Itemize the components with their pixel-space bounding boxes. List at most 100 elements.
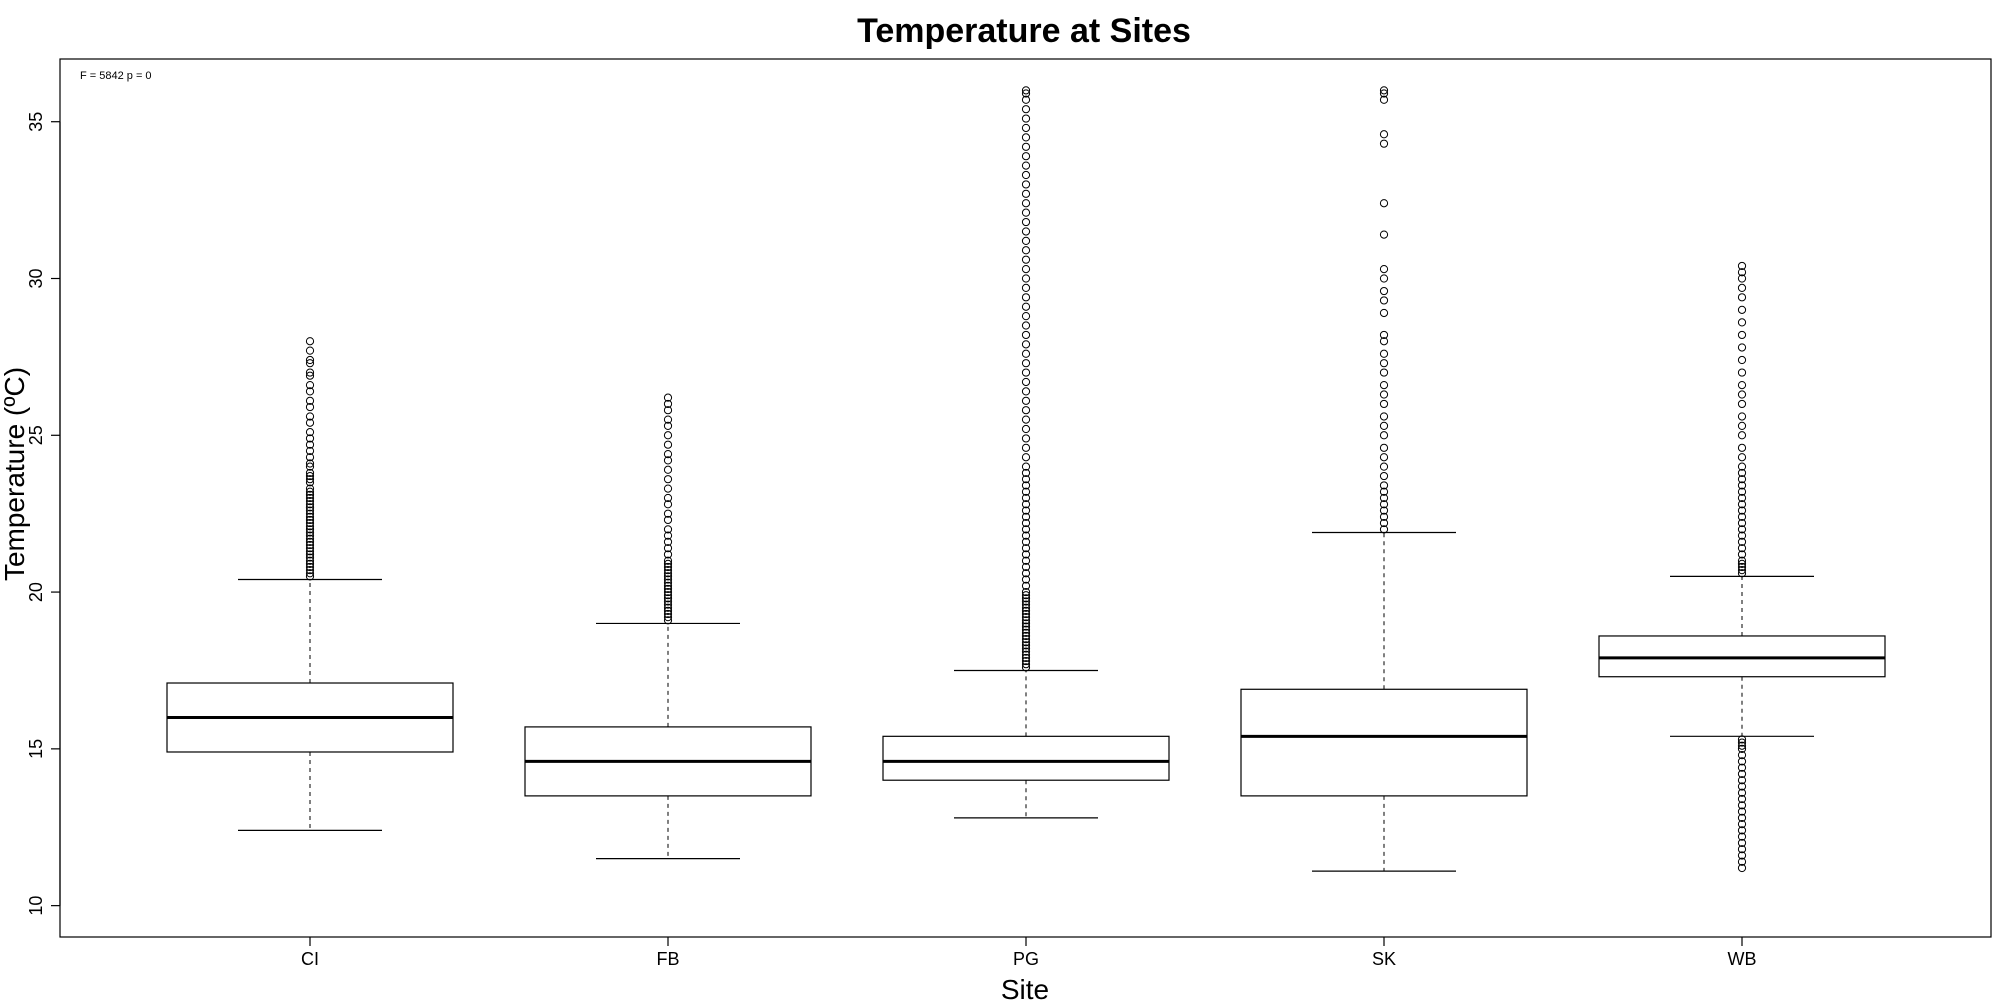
outlier-point — [1021, 170, 1031, 180]
outlier-point — [1021, 622, 1031, 631]
outlier-point — [663, 456, 673, 465]
box-fb — [524, 393, 812, 860]
outlier-point — [1021, 114, 1031, 123]
outlier-point — [1737, 826, 1747, 835]
outlier-point — [1737, 738, 1747, 747]
outlier-point — [663, 597, 673, 606]
outlier-point — [1021, 396, 1031, 405]
outlier-point — [663, 440, 673, 449]
outlier-point — [1021, 359, 1031, 368]
outlier-point — [663, 484, 673, 493]
y-tick-label: 20 — [26, 582, 46, 602]
outlier-point — [1379, 506, 1389, 515]
outlier-point — [1021, 644, 1031, 653]
outlier-point — [1021, 293, 1031, 302]
outlier-point — [1021, 481, 1031, 490]
outlier-point — [305, 544, 315, 553]
outlier-point — [1737, 741, 1747, 750]
outlier-point — [663, 559, 673, 568]
x-tick-label: PG — [1013, 949, 1039, 969]
outlier-point — [305, 371, 315, 380]
outlier-point — [1737, 475, 1747, 484]
outlier-point — [663, 606, 673, 615]
outlier-point — [1737, 550, 1747, 559]
outlier-point — [305, 490, 315, 499]
outlier-point — [1021, 349, 1031, 358]
outlier-point — [663, 544, 673, 553]
outlier-point — [1737, 801, 1747, 810]
outlier-point — [1737, 318, 1747, 327]
outlier-point — [1021, 86, 1031, 95]
outlier-point — [305, 537, 315, 547]
outlier-point — [663, 569, 673, 578]
outlier-point — [1737, 390, 1747, 399]
outlier-point — [663, 575, 673, 584]
outlier-point — [1021, 641, 1031, 650]
outlier-point — [305, 497, 315, 506]
outlier-point — [1021, 600, 1031, 609]
outlier-point — [1737, 493, 1747, 503]
outlier-point — [1379, 89, 1389, 98]
outlier-point — [305, 346, 315, 355]
outlier-point — [1021, 415, 1031, 424]
outlier-point — [1737, 813, 1747, 822]
outlier-point — [1379, 481, 1389, 490]
outlier-point — [663, 500, 673, 509]
outlier-point — [1737, 807, 1747, 816]
outlier-point — [1021, 123, 1031, 133]
outlier-point — [1021, 475, 1031, 484]
outlier-point — [1021, 591, 1031, 600]
outlier-point — [1021, 581, 1031, 590]
outlier-point — [1737, 381, 1747, 390]
outlier-point — [1021, 609, 1031, 619]
outlier-point — [1021, 152, 1031, 161]
outlier-point — [1021, 594, 1031, 603]
outlier-point — [1379, 443, 1389, 452]
outlier-point — [1379, 349, 1389, 358]
x-tick-label: WB — [1728, 949, 1757, 969]
outlier-point — [663, 531, 673, 540]
outlier-point — [1021, 236, 1031, 245]
outlier-point — [1737, 487, 1747, 496]
outlier-point — [1379, 453, 1389, 462]
outlier-point — [305, 569, 315, 578]
outlier-point — [305, 418, 315, 427]
outlier-point — [305, 446, 315, 456]
outlier-point — [1737, 305, 1747, 314]
outlier-point — [1379, 500, 1389, 509]
outlier-point — [305, 528, 315, 537]
y-tick-label: 35 — [26, 112, 46, 132]
chart-title: Temperature at Sites — [857, 12, 1191, 50]
outlier-point — [305, 368, 315, 377]
outlier-point — [1737, 776, 1747, 785]
outlier-point — [1379, 330, 1389, 340]
outlier-point — [1379, 308, 1389, 318]
outlier-point — [1021, 625, 1031, 634]
outlier-point — [1737, 559, 1747, 568]
outlier-point — [1021, 616, 1031, 625]
outlier-point — [1379, 264, 1389, 274]
outlier-point — [305, 534, 315, 543]
outlier-point — [1021, 264, 1031, 274]
outlier-point — [1021, 544, 1031, 553]
outlier-point — [1021, 525, 1031, 534]
box-pg — [882, 86, 1170, 819]
outlier-point — [1737, 283, 1747, 293]
outlier-point — [1737, 744, 1747, 753]
outlier-point — [1737, 462, 1747, 471]
outlier-point — [663, 562, 673, 572]
outlier-point — [305, 525, 315, 534]
outlier-point — [1379, 274, 1389, 283]
outlier-point — [663, 616, 673, 625]
outlier-point — [1737, 769, 1747, 779]
outlier-point — [1021, 406, 1031, 415]
x-tick-label: SK — [1372, 949, 1396, 969]
outlier-point — [305, 475, 315, 484]
outlier-point — [1379, 296, 1389, 305]
outlier-point — [305, 387, 315, 396]
outlier-point — [1021, 453, 1031, 462]
outlier-point — [1737, 274, 1747, 283]
outlier-point — [305, 550, 315, 559]
outlier-point — [1021, 656, 1031, 666]
outlier-point — [1021, 635, 1031, 644]
